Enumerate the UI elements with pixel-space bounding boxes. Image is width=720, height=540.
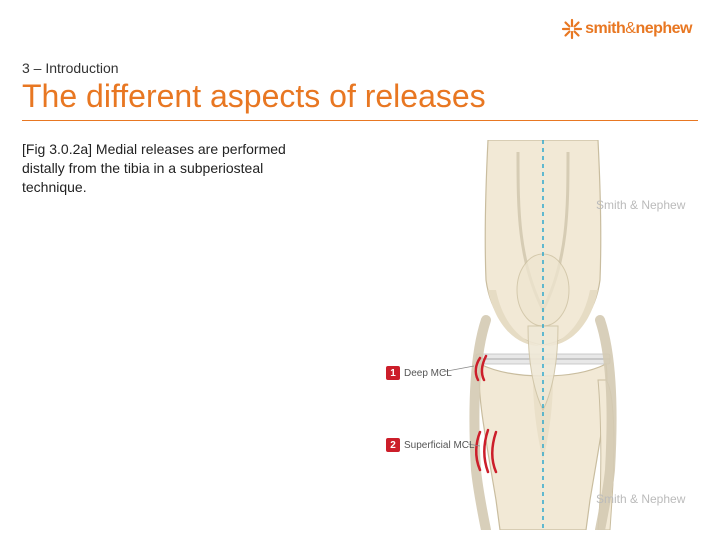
figure-label-text: Superficial MCL [404,440,475,451]
figure-label: 1 Deep MCL [386,366,452,380]
figure-label: 2 Superficial MCL [386,438,475,452]
figure-label-number: 1 [386,366,400,380]
logo-mark-icon [561,18,583,40]
section-label: 3 – Introduction [22,60,119,76]
figure-watermark: Smith & Nephew [596,492,685,506]
brand-text: smith&nephew [585,20,692,38]
figure-label-number: 2 [386,438,400,452]
slide: smith&nephew 3 – Introduction The differ… [0,0,720,540]
title-underline [22,120,698,121]
figure-label-text: Deep MCL [404,368,452,379]
figure-watermark: Smith & Nephew [596,198,685,212]
body-text: [Fig 3.0.2a] Medial releases are perform… [22,140,292,197]
knee-figure: 1 Deep MCL 2 Superficial MCL Smith & Nephew S… [368,140,698,530]
page-title: The different aspects of releases [22,78,486,115]
brand-logo: smith&nephew [561,18,692,40]
